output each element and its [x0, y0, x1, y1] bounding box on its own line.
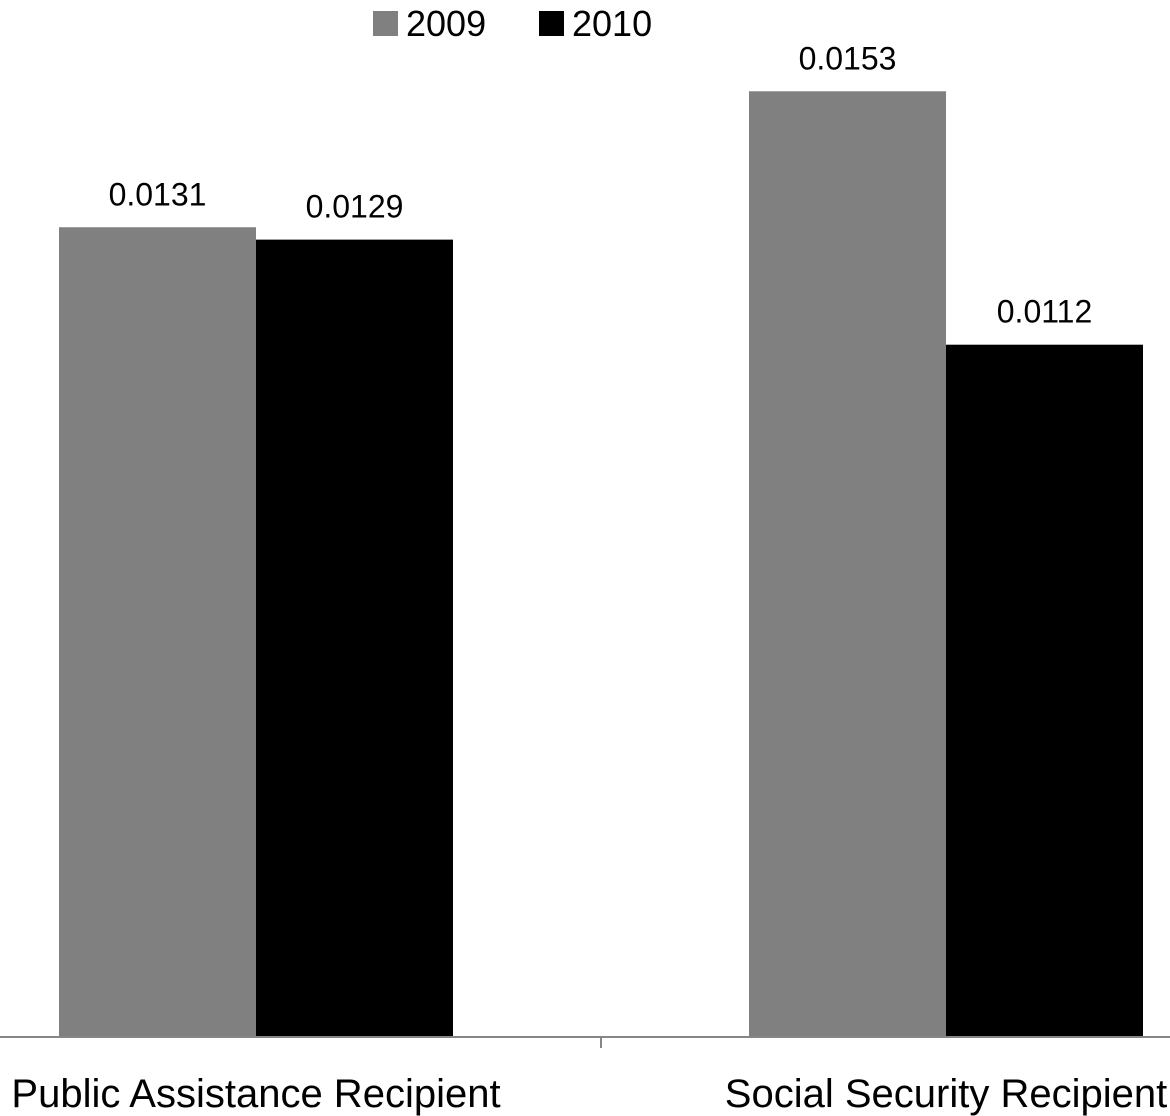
bar-2010-social-security [946, 344, 1143, 1037]
category-label-public-assistance: Public Assistance Recipient [11, 1072, 500, 1116]
legend-swatch-2009 [373, 11, 398, 36]
legend-label-2009: 2009 [406, 3, 486, 44]
value-label-2009-public-assistance: 0.0131 [109, 176, 207, 212]
bars [59, 91, 1143, 1038]
legend-label-2010: 2010 [572, 3, 652, 44]
legend: 2009 2010 [373, 3, 652, 44]
value-label-2010-social-security: 0.0112 [997, 294, 1093, 330]
value-label-2010-public-assistance: 0.0129 [306, 189, 404, 225]
legend-swatch-2010 [539, 11, 564, 36]
bar-2009-social-security [749, 91, 946, 1038]
value-labels: 0.0131 0.0129 0.0153 0.0112 [109, 40, 1093, 329]
bar-2010-public-assistance [256, 239, 453, 1037]
category-label-social-security: Social Security Recipient [725, 1072, 1167, 1116]
value-label-2009-social-security: 0.0153 [799, 40, 897, 76]
bar-2009-public-assistance [59, 227, 256, 1038]
